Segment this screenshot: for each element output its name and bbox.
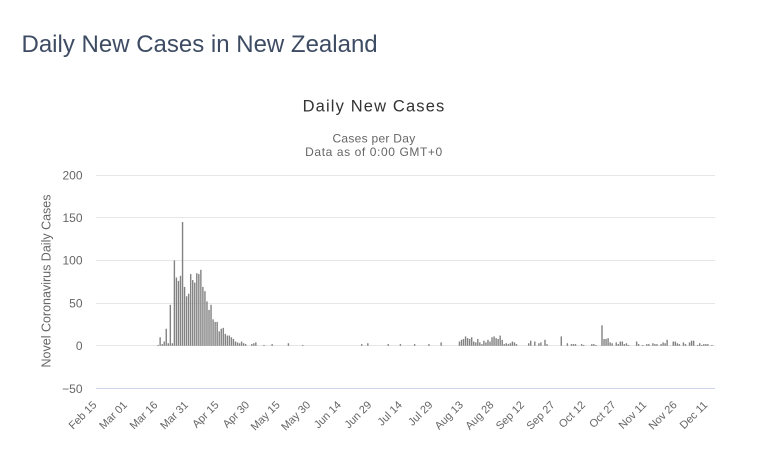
- svg-text:Jun 29: Jun 29: [342, 399, 374, 431]
- svg-text:Oct 27: Oct 27: [587, 399, 618, 430]
- svg-text:Jul 14: Jul 14: [376, 399, 405, 428]
- svg-text:Dec 11: Dec 11: [678, 399, 711, 432]
- svg-text:Mar 16: Mar 16: [128, 399, 161, 432]
- svg-text:50: 50: [69, 296, 83, 310]
- svg-text:Apr 15: Apr 15: [190, 399, 221, 430]
- svg-text:Jun 14: Jun 14: [312, 399, 344, 431]
- svg-text:Aug 13: Aug 13: [433, 399, 466, 432]
- svg-text:Cases per Day: Cases per Day: [332, 131, 415, 145]
- svg-text:0: 0: [76, 339, 83, 353]
- svg-text:Daily New Cases: Daily New Cases: [303, 98, 446, 116]
- svg-text:Sep 12: Sep 12: [494, 399, 527, 432]
- svg-text:May 15: May 15: [249, 399, 283, 433]
- svg-text:100: 100: [62, 254, 82, 268]
- svg-text:Mar 01: Mar 01: [97, 399, 130, 432]
- svg-text:Oct 12: Oct 12: [557, 399, 588, 430]
- svg-text:Nov 26: Nov 26: [647, 399, 680, 432]
- svg-text:Sep 27: Sep 27: [524, 399, 557, 432]
- svg-text:200: 200: [62, 168, 82, 182]
- svg-text:150: 150: [62, 211, 82, 225]
- svg-text:Nov 11: Nov 11: [617, 399, 650, 432]
- svg-text:Jul 29: Jul 29: [406, 399, 435, 428]
- svg-text:Aug 28: Aug 28: [463, 399, 496, 432]
- svg-text:May 30: May 30: [279, 399, 313, 433]
- svg-text:−50: −50: [62, 382, 83, 396]
- svg-text:Feb 15: Feb 15: [67, 399, 100, 432]
- svg-text:Data as of 0:00 GMT+0: Data as of 0:00 GMT+0: [305, 145, 443, 159]
- svg-text:Mar 31: Mar 31: [158, 399, 191, 432]
- svg-text:Apr 30: Apr 30: [221, 399, 252, 430]
- svg-text:Novel Coronavirus Daily Cases: Novel Coronavirus Daily Cases: [40, 195, 54, 368]
